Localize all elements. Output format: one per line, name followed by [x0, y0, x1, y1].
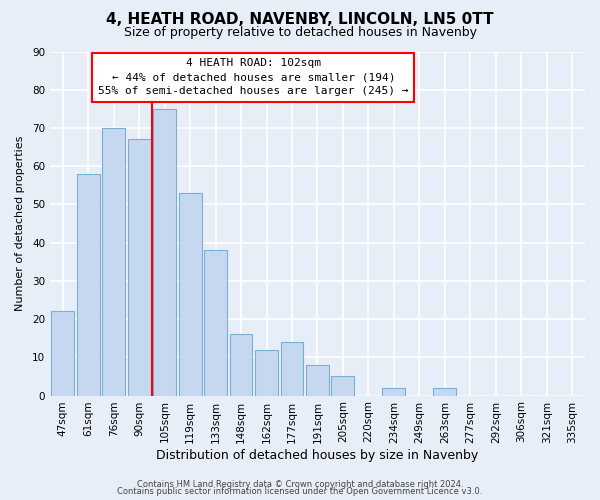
Text: Contains public sector information licensed under the Open Government Licence v3: Contains public sector information licen…: [118, 488, 482, 496]
Bar: [281, 342, 304, 396]
Text: Size of property relative to detached houses in Navenby: Size of property relative to detached ho…: [124, 26, 476, 39]
Bar: [331, 376, 355, 396]
Bar: [128, 140, 151, 396]
Bar: [433, 388, 457, 396]
Bar: [51, 312, 74, 396]
Bar: [153, 109, 176, 396]
Bar: [179, 193, 202, 396]
Text: 4, HEATH ROAD, NAVENBY, LINCOLN, LN5 0TT: 4, HEATH ROAD, NAVENBY, LINCOLN, LN5 0TT: [106, 12, 494, 28]
Bar: [306, 365, 329, 396]
Text: 4 HEATH ROAD: 102sqm
← 44% of detached houses are smaller (194)
55% of semi-deta: 4 HEATH ROAD: 102sqm ← 44% of detached h…: [98, 58, 409, 96]
Bar: [204, 250, 227, 396]
Bar: [102, 128, 125, 396]
Bar: [77, 174, 100, 396]
X-axis label: Distribution of detached houses by size in Navenby: Distribution of detached houses by size …: [157, 450, 479, 462]
Y-axis label: Number of detached properties: Number of detached properties: [15, 136, 25, 311]
Text: Contains HM Land Registry data © Crown copyright and database right 2024.: Contains HM Land Registry data © Crown c…: [137, 480, 463, 489]
Bar: [382, 388, 406, 396]
Bar: [255, 350, 278, 396]
Bar: [230, 334, 253, 396]
